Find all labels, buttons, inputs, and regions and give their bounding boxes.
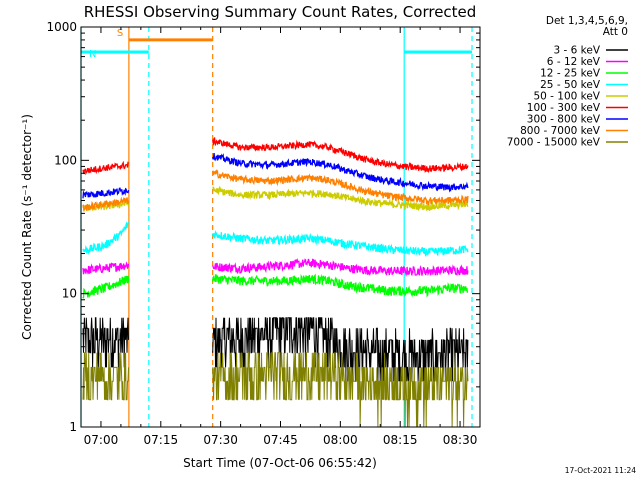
series-line-7-0 (82, 196, 130, 212)
y-tick-label-1: 10 (62, 287, 77, 301)
legend-label-1: 6 - 12 keV (547, 56, 601, 68)
chart-title: RHESSI Observing Summary Count Rates, Co… (84, 3, 477, 21)
y-tick-label-3: 1000 (46, 20, 77, 34)
series-line-5-1 (212, 136, 469, 174)
x-tick-label-4: 08:00 (323, 433, 358, 447)
series-line-2-0 (82, 275, 130, 299)
x-tick-label-0: 07:00 (84, 433, 119, 447)
annotation-label-1: N (89, 49, 96, 60)
footer-timestamp: 17-Oct-2021 11:24 (565, 466, 636, 475)
series-line-8-0 (82, 352, 129, 401)
series-line-6-1 (212, 153, 469, 193)
legend-header-0: Det 1,3,4,5,6,9, (546, 15, 628, 27)
series-line-1-0 (82, 261, 130, 275)
series-line-6-0 (82, 187, 130, 199)
y-tick-label-2: 100 (54, 153, 77, 167)
annotation-label-0: S (117, 28, 123, 39)
legend-label-7: 800 - 7000 keV (520, 125, 601, 137)
x-tick-label-3: 07:45 (263, 433, 298, 447)
legend-header-1: Att 0 (603, 26, 628, 38)
series-line-4-1 (212, 185, 469, 212)
x-axis-label: Start Time (07-Oct-06 06:55:42) (183, 456, 377, 470)
series-layer (82, 136, 469, 428)
legend-label-4: 50 - 100 keV (533, 91, 600, 103)
series-line-2-1 (212, 273, 469, 298)
x-tick-label-1: 07:15 (144, 433, 179, 447)
series-line-8-1 (212, 352, 469, 428)
x-tick-label-5: 08:15 (383, 433, 418, 447)
legend-label-6: 300 - 800 keV (527, 114, 601, 126)
series-line-0-0 (82, 317, 129, 368)
x-tick-label-2: 07:30 (203, 433, 238, 447)
axis-layer: 07:00 07:15 07:30 07:45 08:00 08:15 08:30 1 10 10… (46, 20, 481, 447)
legend-label-3: 25 - 50 keV (540, 79, 601, 91)
y-tick-label-0: 1 (69, 420, 77, 434)
series-line-3-0 (82, 220, 130, 255)
series-line-5-0 (82, 160, 129, 176)
x-tick-label-6: 08:30 (443, 433, 478, 447)
series-line-7-1 (212, 168, 469, 207)
series-line-1-1 (212, 257, 469, 278)
series-line-0-1 (212, 317, 469, 382)
y-axis-label: Corrected Count Rate (s⁻¹ detector⁻¹) (20, 114, 34, 340)
legend-label-2: 12 - 25 keV (540, 68, 601, 80)
legend-label-8: 7000 - 15000 keV (507, 137, 601, 149)
legend-label-5: 100 - 300 keV (527, 102, 601, 114)
legend-label-0: 3 - 6 keV (553, 45, 600, 57)
series-line-3-1 (212, 230, 469, 257)
